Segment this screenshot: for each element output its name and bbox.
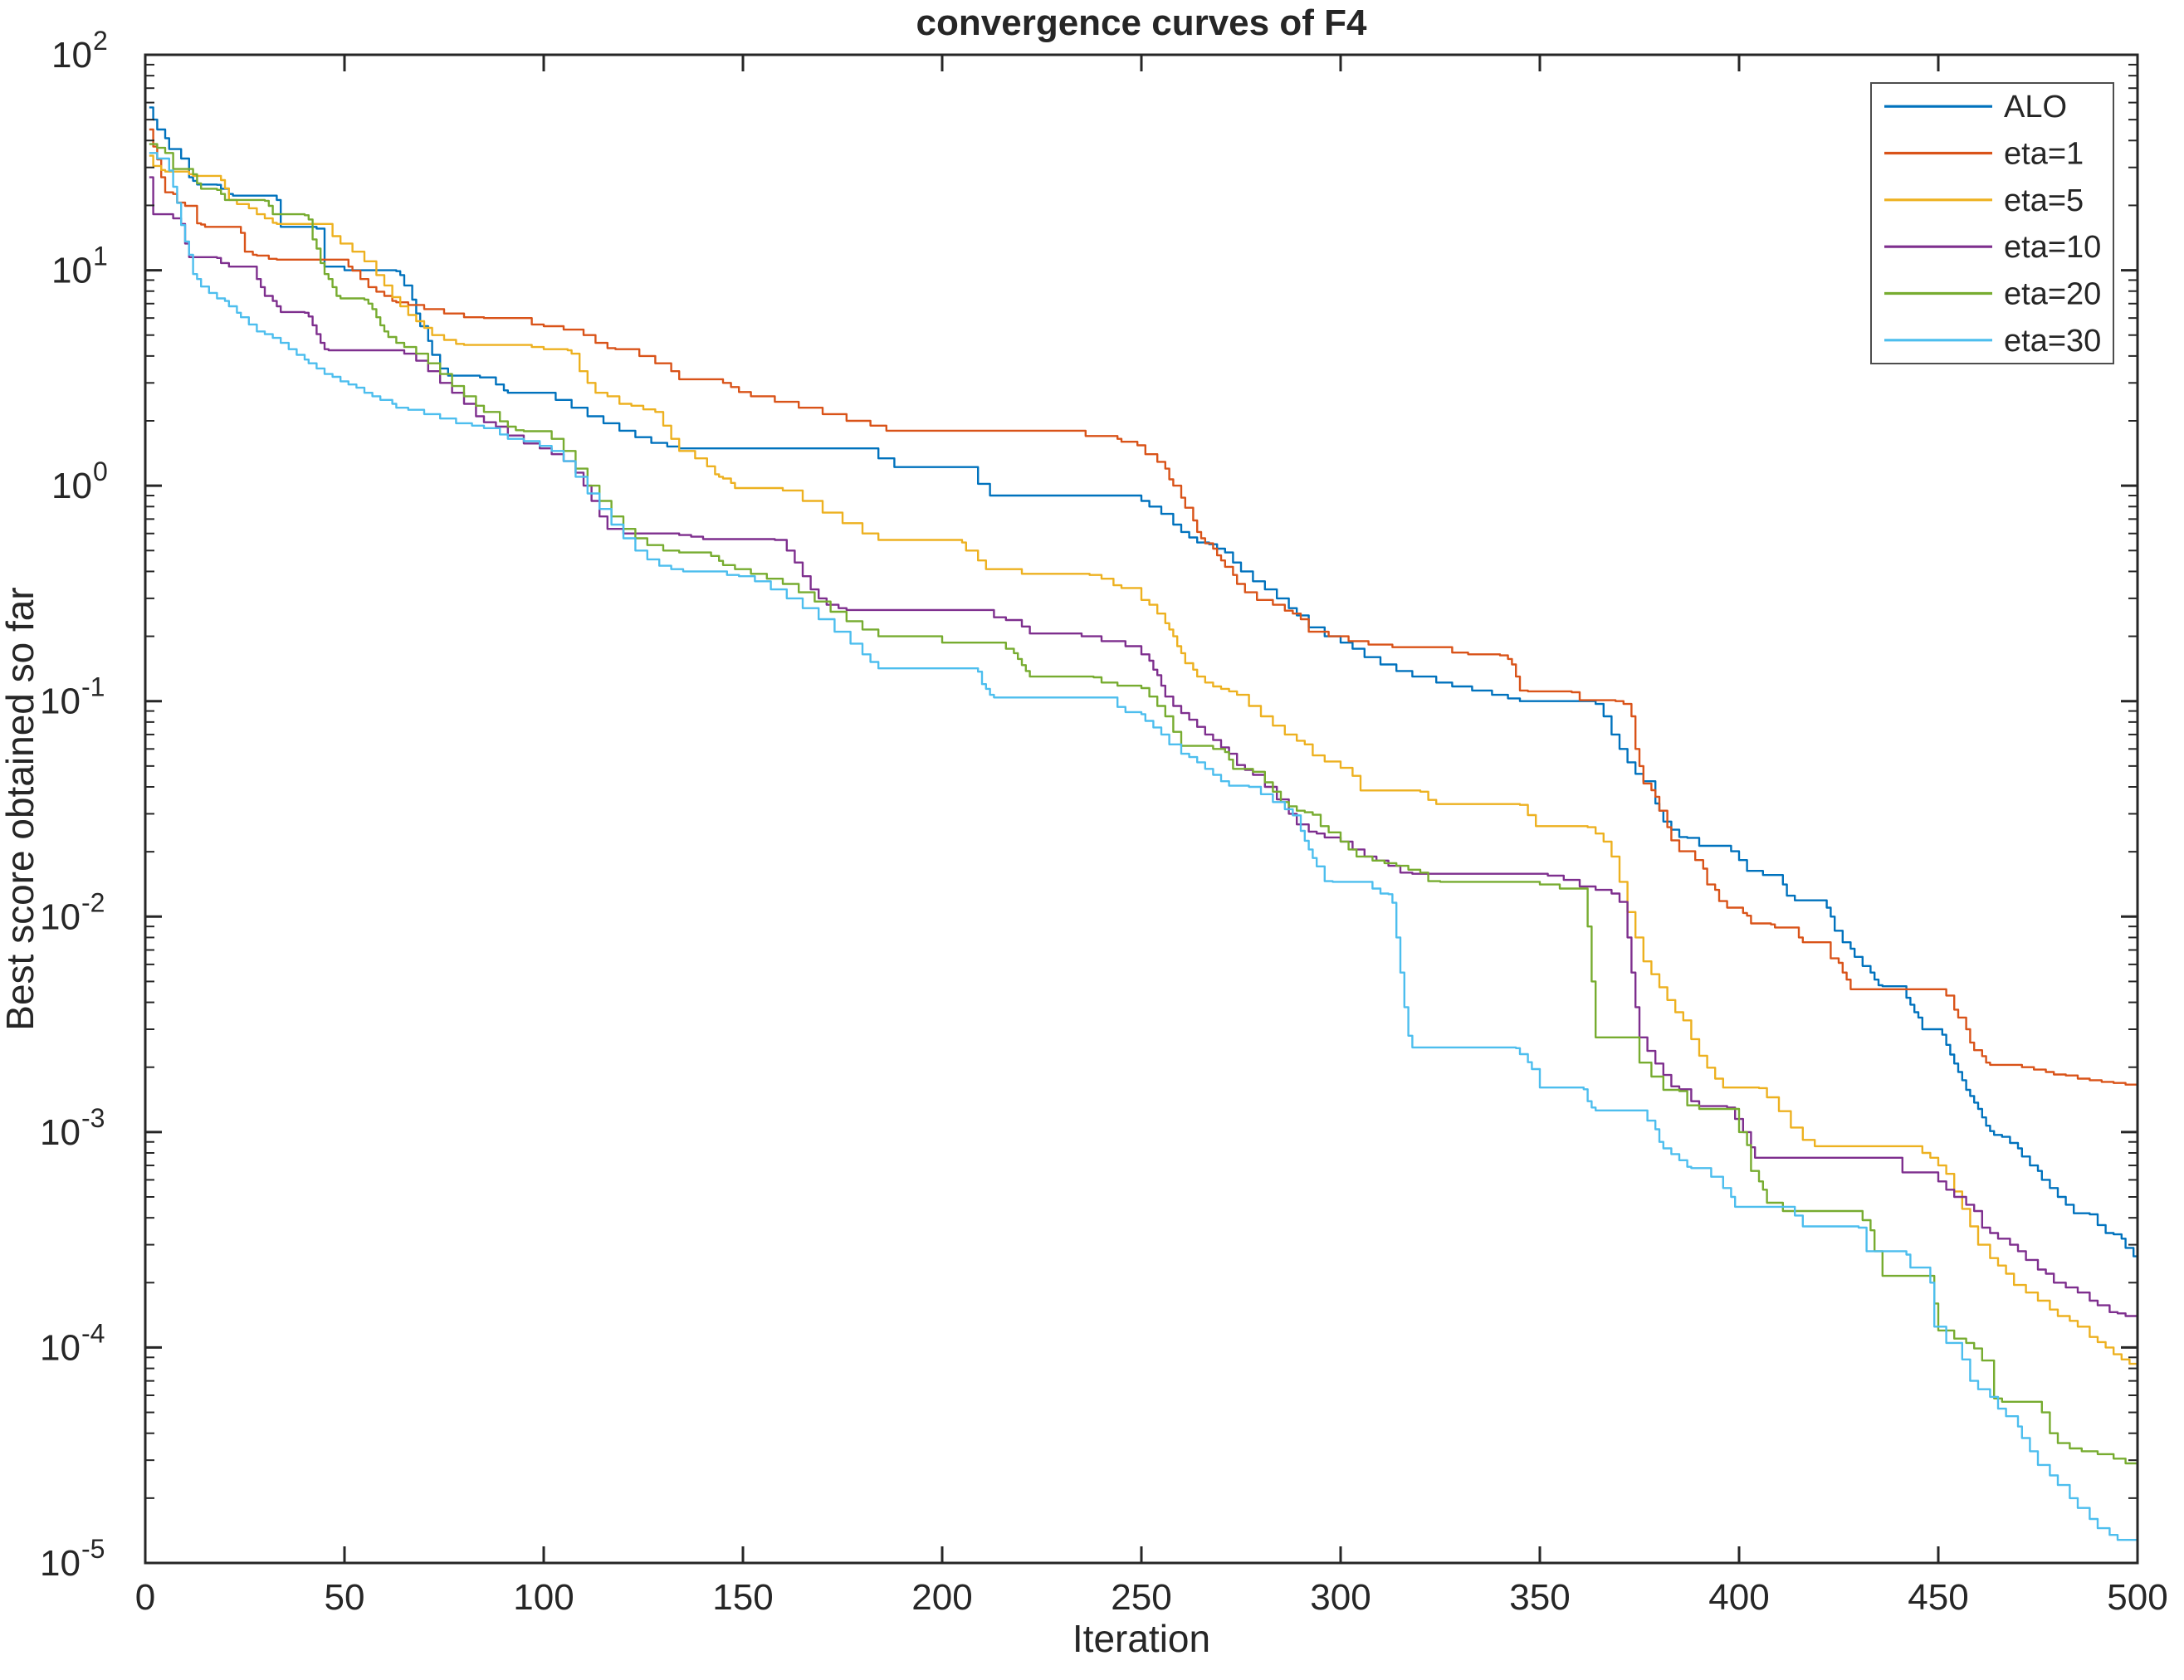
- series-line-eta=1: [149, 128, 2138, 1086]
- x-tick-label: 500: [2107, 1577, 2167, 1618]
- series-line-eta=30: [149, 152, 2139, 1541]
- y-axis-label: Best score obtained so far: [0, 587, 42, 1030]
- x-tick-label: 400: [1708, 1577, 1769, 1618]
- legend-box: [1870, 82, 2114, 364]
- y-tick-label-exponent: -1: [81, 672, 105, 702]
- x-tick-label: 450: [1908, 1577, 1968, 1618]
- x-tick-label: 150: [712, 1577, 773, 1618]
- y-tick-label-exponent: 2: [93, 26, 108, 56]
- series-group: [149, 106, 2139, 1541]
- x-tick-label: 200: [911, 1577, 972, 1618]
- y-tick-label: 10 -1: [40, 672, 105, 722]
- x-tick-label: 250: [1111, 1577, 1171, 1618]
- legend-label: ALO: [2004, 90, 2067, 125]
- legend-label: eta=20: [2004, 277, 2101, 312]
- y-tick-label-base: 10: [40, 1112, 81, 1153]
- y-tick-label-base: 10: [40, 1327, 81, 1368]
- y-tick-label: 10 -2: [40, 887, 105, 937]
- x-tick-label: 300: [1310, 1577, 1370, 1618]
- x-tick-label: 350: [1509, 1577, 1570, 1618]
- y-tick-label: 10 0: [51, 457, 108, 506]
- legend-label: eta=5: [2004, 183, 2084, 218]
- y-tick-label-base: 10: [51, 35, 92, 76]
- y-tick-label-base: 10: [40, 681, 81, 722]
- series-line-eta=5: [149, 154, 2139, 1369]
- y-tick-label-base: 10: [40, 896, 81, 937]
- y-tick-label-exponent: 1: [93, 242, 108, 271]
- y-tick-label-base: 10: [51, 251, 92, 291]
- y-tick-label-exponent: 0: [93, 457, 108, 486]
- x-axis-label: Iteration: [1072, 1617, 1210, 1660]
- y-tick-label: 10 1: [51, 242, 108, 291]
- minor-ticks-group: [145, 63, 2138, 1499]
- y-tick-label-base: 10: [51, 466, 92, 506]
- y-tick-label: 10 -3: [40, 1103, 105, 1153]
- ticks-group: [144, 53, 2139, 1565]
- y-tick-label-exponent: -3: [81, 1103, 105, 1133]
- y-tick-label: 10 -4: [40, 1318, 105, 1368]
- y-tick-label-exponent: -2: [81, 887, 105, 917]
- y-tick-label-exponent: -4: [81, 1318, 105, 1348]
- y-tick-label: 10 -5: [40, 1534, 105, 1584]
- legend-label: eta=1: [2004, 137, 2084, 172]
- legend-label: eta=30: [2004, 324, 2101, 359]
- y-tick-label-exponent: -5: [81, 1534, 105, 1564]
- series-line-ALO: [149, 106, 2139, 1260]
- y-tick-label: 10 2: [51, 26, 108, 76]
- y-tick-label-base: 10: [40, 1543, 81, 1584]
- x-tick-label: 100: [513, 1577, 574, 1618]
- plot-area: [145, 55, 2138, 1563]
- series-line-eta=20: [149, 143, 2138, 1465]
- legend: ALO eta=1 eta=5 eta=10 eta=20 eta=30: [1870, 82, 2114, 364]
- series-line-eta=10: [149, 176, 2138, 1317]
- legend-label: eta=10: [2004, 230, 2101, 265]
- x-tick-label: 50: [325, 1577, 365, 1618]
- chart-title: convergence curves of F4: [916, 2, 1367, 43]
- x-tick-label: 0: [135, 1577, 155, 1618]
